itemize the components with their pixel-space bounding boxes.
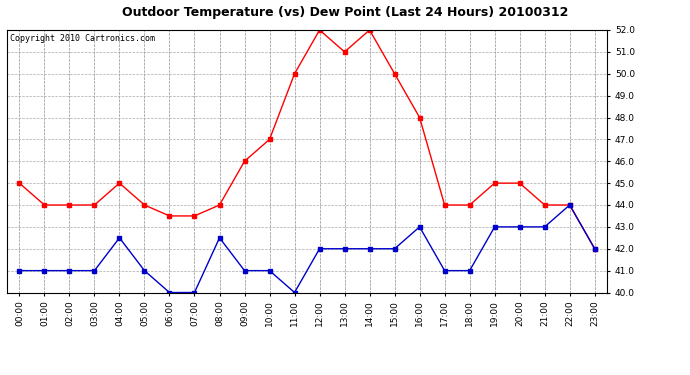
- Text: Outdoor Temperature (vs) Dew Point (Last 24 Hours) 20100312: Outdoor Temperature (vs) Dew Point (Last…: [122, 6, 568, 19]
- Text: Copyright 2010 Cartronics.com: Copyright 2010 Cartronics.com: [10, 34, 155, 43]
